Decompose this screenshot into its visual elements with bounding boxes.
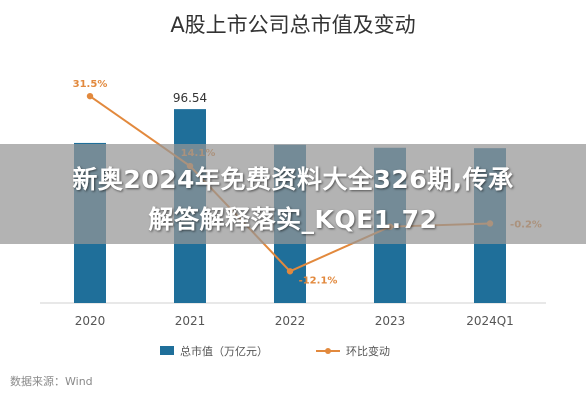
line-value-label: -12.1% (299, 275, 338, 286)
line-point-2022 (286, 268, 294, 275)
legend-label-line: 环比变动 (346, 344, 390, 358)
x-tick-label: 2021 (175, 314, 206, 328)
bar-value-label: 96.54 (173, 91, 207, 105)
x-tick-label: 2020 (75, 314, 106, 328)
x-tick-label: 2022 (275, 314, 306, 328)
legend-marker-line (325, 348, 331, 354)
x-tick-label: 2023 (375, 314, 406, 328)
watermark-band (0, 144, 586, 244)
overlay-headline-line2: 解答解释落实_KQE1.72 (148, 205, 438, 234)
overlay-headline-line1: 新奥2024年免费资料大全326期,传承 (72, 165, 514, 194)
line-point-2020 (86, 92, 94, 100)
legend-swatch-bar (160, 346, 174, 355)
line-value-label: 31.5% (73, 79, 108, 90)
data-source-note: 数据来源：Wind (10, 375, 93, 388)
x-tick-label: 2024Q1 (466, 314, 514, 328)
chart-title: A股上市公司总市值及变动 (170, 13, 415, 37)
legend-label-bar: 总市值（万亿元） (180, 344, 268, 358)
